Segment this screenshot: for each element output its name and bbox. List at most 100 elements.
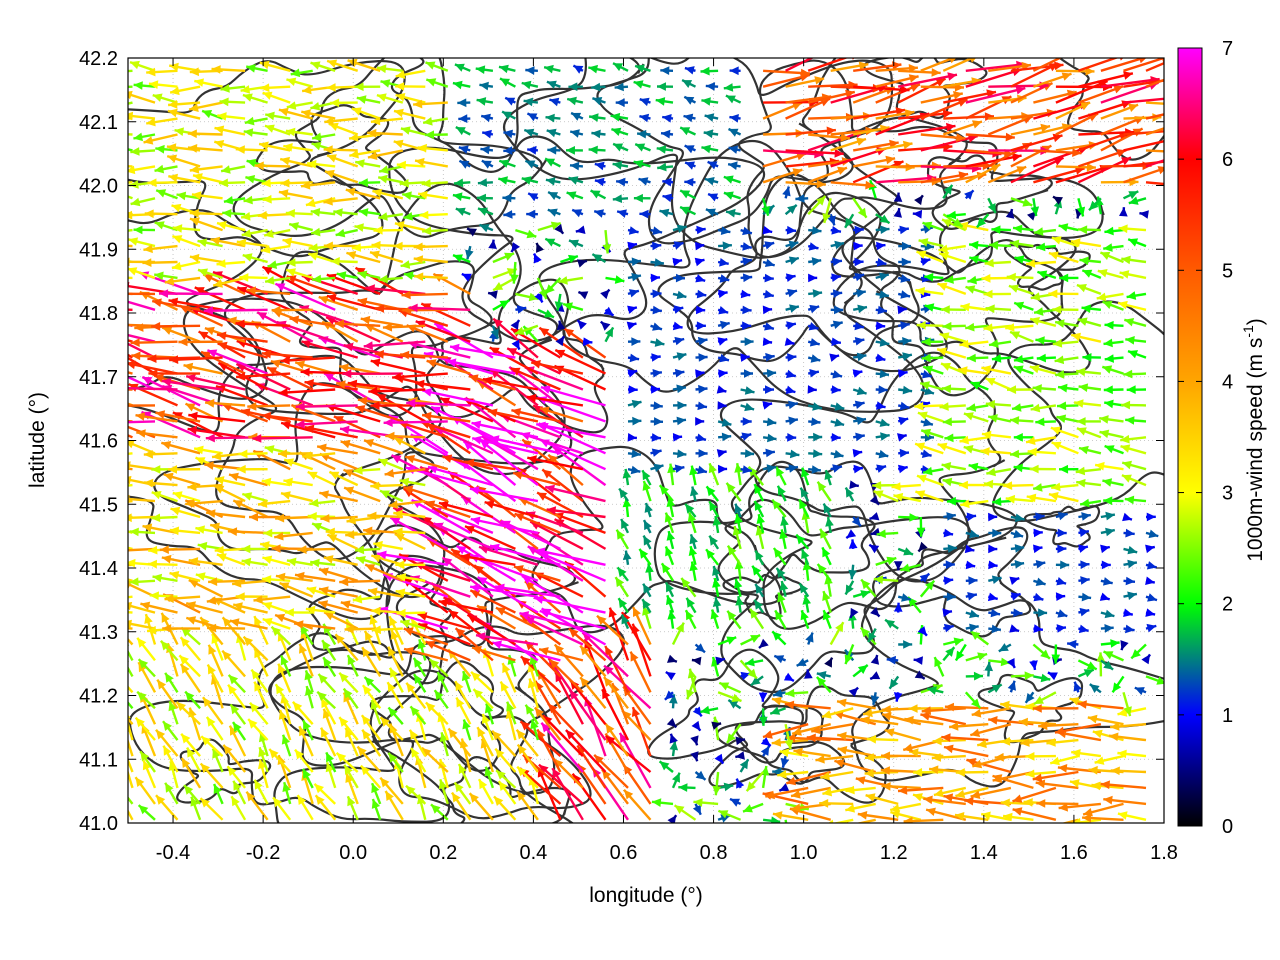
wind-vector <box>860 715 899 726</box>
wind-vector <box>338 716 359 741</box>
wind-vector <box>342 687 359 709</box>
wind-vector <box>704 113 719 122</box>
wind-vector <box>1139 210 1149 219</box>
wind-vector <box>875 418 890 427</box>
wind-vector <box>707 192 719 202</box>
wind-vector <box>704 177 719 186</box>
wind-vector <box>354 82 381 92</box>
wind-vector <box>938 244 966 254</box>
wind-vector <box>536 277 548 300</box>
wind-vector <box>199 762 224 789</box>
wind-vector <box>807 242 819 251</box>
wind-vector <box>1134 686 1147 696</box>
wind-vector <box>1124 495 1147 505</box>
wind-vector <box>683 113 696 123</box>
wind-vector <box>830 337 842 347</box>
wind-vector <box>370 116 403 126</box>
wind-vector <box>502 193 516 203</box>
wind-vector <box>1032 704 1079 713</box>
wind-vector <box>347 379 403 391</box>
wind-vector <box>1055 512 1068 521</box>
wind-vector <box>963 412 989 423</box>
wind-vector <box>884 728 922 742</box>
wind-vector <box>354 159 381 168</box>
wind-vector <box>128 808 134 821</box>
wind-vector <box>924 303 944 312</box>
wind-vector <box>278 388 336 397</box>
wind-vector <box>262 601 291 614</box>
wind-vector <box>916 250 944 264</box>
wind-vector <box>510 242 520 253</box>
wind-vector <box>324 169 359 184</box>
wind-vector <box>822 197 832 224</box>
colorbar-tick-label: 5 <box>1222 260 1233 282</box>
wind-vector <box>762 401 773 410</box>
wind-vector <box>728 127 742 137</box>
wind-vector <box>492 299 510 311</box>
wind-vector <box>1123 591 1138 600</box>
wind-vector <box>695 449 708 458</box>
wind-vector <box>829 621 845 646</box>
wind-vector <box>893 602 903 613</box>
wind-vector <box>139 750 156 773</box>
wind-vector <box>717 636 737 646</box>
wind-vector <box>920 98 968 120</box>
wind-vector <box>903 816 944 823</box>
wind-vector <box>577 259 588 268</box>
wind-vector <box>740 305 752 315</box>
wind-vector <box>785 688 809 698</box>
wind-vector <box>356 745 382 773</box>
wind-vector <box>410 747 427 773</box>
wind-vector <box>438 598 494 614</box>
wind-vector <box>195 525 223 535</box>
wind-vector <box>1120 444 1147 455</box>
wind-vector <box>383 418 448 427</box>
wind-vector <box>988 528 1002 538</box>
wind-vector <box>740 386 755 395</box>
wind-vector <box>712 515 722 534</box>
wind-vector <box>310 208 336 217</box>
wind-vector <box>358 178 381 187</box>
x-tick-label: 1.0 <box>790 842 818 864</box>
wind-vector <box>679 189 697 200</box>
colorbar-label-sup: -1 <box>1240 325 1256 338</box>
wind-vector <box>128 467 133 471</box>
wind-vector <box>1126 291 1147 300</box>
wind-vector <box>852 448 863 458</box>
wind-vector <box>740 289 751 299</box>
contour-line <box>268 564 556 795</box>
wind-vector <box>1006 385 1034 394</box>
wind-vector <box>912 209 923 219</box>
wind-vector <box>958 480 989 490</box>
wind-vector <box>128 111 156 121</box>
wind-vector <box>837 746 876 758</box>
wind-vector <box>1033 592 1044 602</box>
wind-vector <box>920 91 964 104</box>
wind-vector <box>875 258 887 267</box>
wind-vector <box>807 195 827 216</box>
wind-vector <box>1120 400 1147 410</box>
wind-vector <box>245 175 268 184</box>
wind-vector <box>1127 238 1147 248</box>
wind-vector <box>716 449 727 458</box>
wind-vector <box>1119 207 1128 217</box>
wind-vector <box>800 609 810 630</box>
wind-vector <box>245 64 268 73</box>
wind-vector <box>1046 738 1079 747</box>
wind-vector <box>875 432 890 441</box>
wind-vector <box>515 728 539 757</box>
wind-vector <box>214 125 246 136</box>
wind-vector <box>740 369 754 378</box>
wind-vector <box>735 778 745 789</box>
wind-vector <box>189 217 223 232</box>
wind-vector <box>795 194 809 203</box>
wind-vector <box>695 433 707 442</box>
wind-vector <box>776 485 787 502</box>
wind-vector <box>231 578 268 588</box>
wind-vector <box>274 282 336 311</box>
wind-vector <box>361 729 382 757</box>
wind-vector <box>672 384 687 394</box>
wind-vector <box>825 516 834 534</box>
wind-vector <box>1066 639 1079 649</box>
wind-vector <box>470 516 539 535</box>
